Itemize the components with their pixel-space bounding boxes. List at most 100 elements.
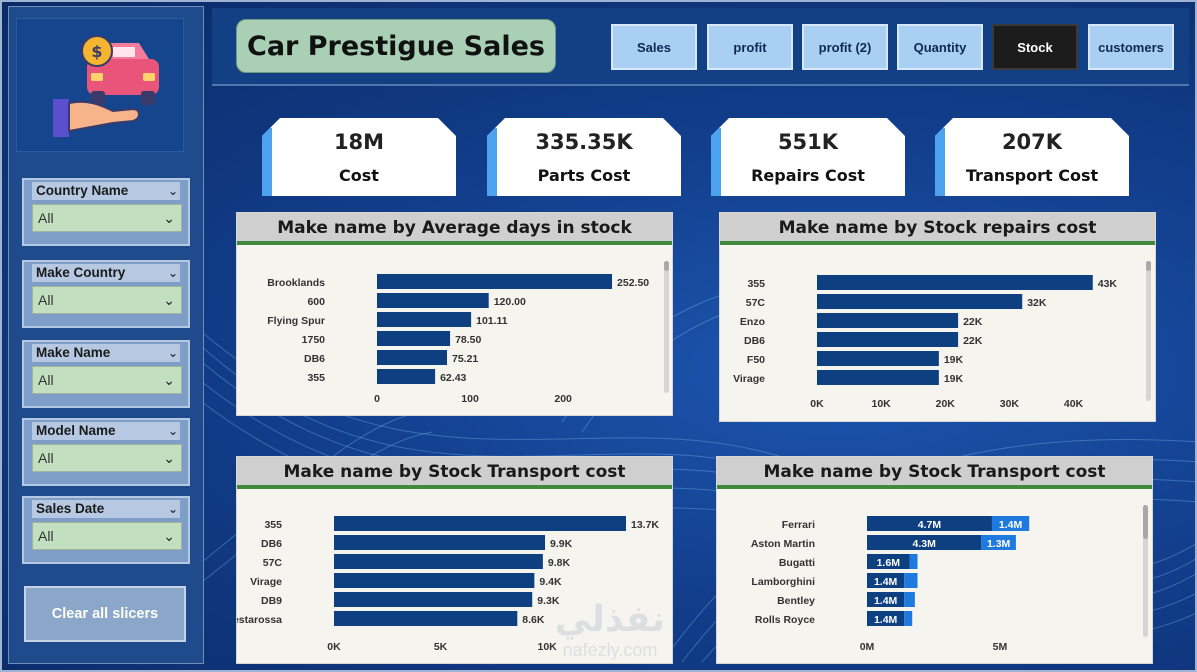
bar [377,312,472,327]
tab-profit[interactable]: profit [707,24,793,70]
dropdown-arrow-icon: ⌄ [163,450,175,466]
bar-segment [867,573,905,588]
slicer-make-name: Make Name ⌄ All ⌄ [22,340,190,408]
chart-plot: 355 43K 57C 32K Enzo 22K DB6 22K F50 19K Virage 19K… [733,275,1117,410]
bar-value-label: 9.8K [548,557,571,569]
scrollbar-thumb[interactable] [1146,261,1151,271]
category-label: 355 [307,372,325,384]
x-tick-label: 0K [810,398,824,410]
bar [377,369,436,384]
bar-value-label: 1.6M [877,557,901,569]
bar [334,535,546,550]
category-label: 57C [263,557,283,569]
slicer-make-country: Make Country ⌄ All ⌄ [22,260,190,328]
x-tick-label: 0 [374,393,380,405]
kpi-value: 18M [333,130,385,154]
bar-value-label: 1.4M [999,519,1023,531]
tab-profit-2[interactable]: profit (2) [802,24,888,70]
x-tick-label: 200 [554,393,572,405]
x-tick-label: 0K [327,641,341,653]
bar-segment [904,611,913,626]
bar-value-label: 19K [944,354,964,366]
kpi-accent [935,128,945,196]
tab-stock[interactable]: Stock [992,24,1078,70]
bar [817,370,939,385]
category-label: 355 [264,519,282,531]
category-label: Aston Martin [751,538,815,550]
category-label: DB6 [261,538,282,550]
bar [377,293,489,308]
x-tick-label: 5M [993,641,1008,653]
bar-segment [867,554,910,569]
bar [817,275,1093,290]
bar [817,313,959,328]
kpi-label: Transport Cost [965,166,1099,185]
tab-quantity[interactable]: Quantity [897,24,983,70]
kpi-label: Cost [339,166,379,185]
tab-sales[interactable]: Sales [611,24,697,70]
kpi-value: 335.35K [535,130,633,154]
bar-value-label: 4.7M [918,519,942,531]
bar-segment [867,611,905,626]
bar-segment [867,516,992,531]
chart-avg-days-in-stock: Make name by Average days in stock Brook… [236,212,673,416]
bar-value-label: 9.3K [537,595,560,607]
kpi-accent [262,128,272,196]
category-label: 1750 [302,334,326,346]
x-tick-label: 20K [936,398,956,410]
category-label: Testarossa [237,614,282,626]
slicer-sales-date: Sales Date ⌄ All ⌄ [22,496,190,564]
kpi-cost: 18M Cost [262,118,456,196]
x-tick-label: 10K [871,398,891,410]
chevron-down-icon[interactable]: ⌄ [167,266,178,280]
kpi-value: 207K [1001,130,1063,154]
dropdown-arrow-icon: ⌄ [163,528,175,544]
bar [377,274,613,289]
slicer-title: Sales Date ⌄ [32,500,180,518]
bar-value-label: 1.4M [874,614,898,626]
chart-scrollbar[interactable] [1143,505,1148,637]
country-name-dropdown[interactable]: All ⌄ [32,204,182,232]
sales-date-dropdown[interactable]: All ⌄ [32,522,182,550]
make-name-dropdown[interactable]: All ⌄ [32,366,182,394]
chevron-down-icon[interactable]: ⌄ [167,502,178,516]
slicer-country-name: Country Name ⌄ All ⌄ [22,178,190,246]
bar-value-label: 252.50 [617,277,649,289]
bar [817,294,1023,309]
bar-segment [904,592,915,607]
bar [334,573,535,588]
svg-text:$: $ [91,42,102,61]
chart-title: Make name by Average days in stock [237,213,672,245]
make-country-dropdown[interactable]: All ⌄ [32,286,182,314]
category-label: DB6 [744,335,765,347]
bar-value-label: 13.7K [631,519,659,531]
bar-value-label: 1.4M [874,595,898,607]
chart-plot: 355 13.7K DB6 9.9K 57C 9.8K Virage 9.4K DB9 9.3K T… [237,516,659,653]
chart-plot: Ferrari 4.7M 1.4M Aston Martin 4.3M 1.3M Bugat… [751,516,1030,653]
category-label: 57C [746,297,766,309]
bar-value-label: 4.3M [912,538,936,550]
bar [334,592,533,607]
kpi-repairs-cost: 551K Repairs Cost [711,118,905,196]
bar-value-label: 32K [1027,297,1047,309]
chevron-down-icon[interactable]: ⌄ [167,184,178,198]
model-name-dropdown[interactable]: All ⌄ [32,444,182,472]
chevron-down-icon[interactable]: ⌄ [167,424,178,438]
scrollbar-thumb[interactable] [1143,505,1148,539]
category-label: 600 [307,296,325,308]
tab-customers[interactable]: customers [1088,24,1174,70]
kpi-label: Parts Cost [537,166,631,185]
bar-segment [904,573,918,588]
dropdown-arrow-icon: ⌄ [163,372,175,388]
bar [334,516,626,531]
bar-value-label: 120.00 [494,296,526,308]
slicer-title: Model Name ⌄ [32,422,180,440]
bar-value-label: 62.43 [440,372,466,384]
clear-all-slicers-button[interactable]: Clear all slicers [24,586,186,642]
chart-title: Make name by Stock repairs cost [720,213,1155,245]
chevron-down-icon[interactable]: ⌄ [167,346,178,360]
scrollbar-thumb[interactable] [664,261,669,271]
chart-scrollbar[interactable] [664,261,669,393]
category-label: Ferrari [782,519,815,531]
chart-scrollbar[interactable] [1146,261,1151,401]
